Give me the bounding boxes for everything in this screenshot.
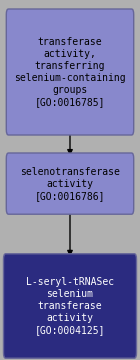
Text: L-seryl-tRNASec
selenium
transferase
activity
[GO:0004125]: L-seryl-tRNASec selenium transferase act… xyxy=(26,277,114,335)
FancyBboxPatch shape xyxy=(6,9,134,135)
Text: transferase
activity,
transferring
selenium-containing
groups
[GO:0016785]: transferase activity, transferring selen… xyxy=(14,37,126,107)
FancyBboxPatch shape xyxy=(4,254,136,358)
Text: selenotransferase
activity
[GO:0016786]: selenotransferase activity [GO:0016786] xyxy=(20,167,120,201)
FancyBboxPatch shape xyxy=(6,153,134,214)
